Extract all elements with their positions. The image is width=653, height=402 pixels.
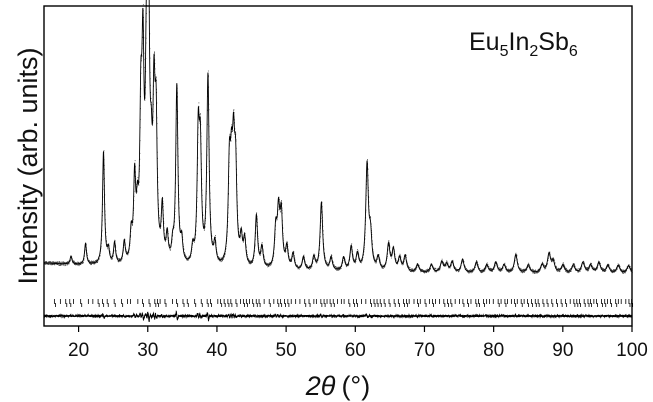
x-tick-label-30: 30: [137, 340, 158, 361]
compound-element-3: Sb: [538, 28, 569, 56]
x-tick-label-100: 100: [616, 340, 648, 361]
compound-subscript-2: 2: [529, 43, 538, 60]
x-tick-label-40: 40: [206, 340, 227, 361]
x-tick-label-50: 50: [276, 340, 297, 361]
compound-subscript-3: 6: [569, 43, 578, 60]
bragg-ticks-row-1: [53, 299, 632, 304]
x-axis: 20 30 40 50 60 70 80 90 100: [68, 326, 648, 361]
calculated-profile-series: [43, 0, 633, 273]
difference-curve-series: [43, 310, 633, 322]
x-axis-title: 2θ (°): [305, 371, 370, 401]
x-tick-label-70: 70: [414, 340, 435, 361]
x-axis-unit: (°): [341, 371, 370, 401]
x-tick-label-90: 90: [552, 340, 573, 361]
plot-frame: [43, 5, 633, 327]
compound-subscript-1: 5: [500, 43, 509, 60]
x-tick-label-80: 80: [483, 340, 504, 361]
x-tick-label-20: 20: [68, 340, 89, 361]
x-axis-symbol: 2θ: [305, 371, 336, 401]
x-tick-label-60: 60: [345, 340, 366, 361]
compound-element-1: Eu: [469, 28, 500, 56]
compound-element-2: In: [509, 28, 530, 56]
bragg-ticks-row-2: [55, 303, 634, 307]
y-axis-title: Intensity (arb. units): [13, 47, 43, 284]
plot-area: [43, 0, 634, 322]
compound-label: Eu5In2Sb6: [469, 28, 578, 60]
